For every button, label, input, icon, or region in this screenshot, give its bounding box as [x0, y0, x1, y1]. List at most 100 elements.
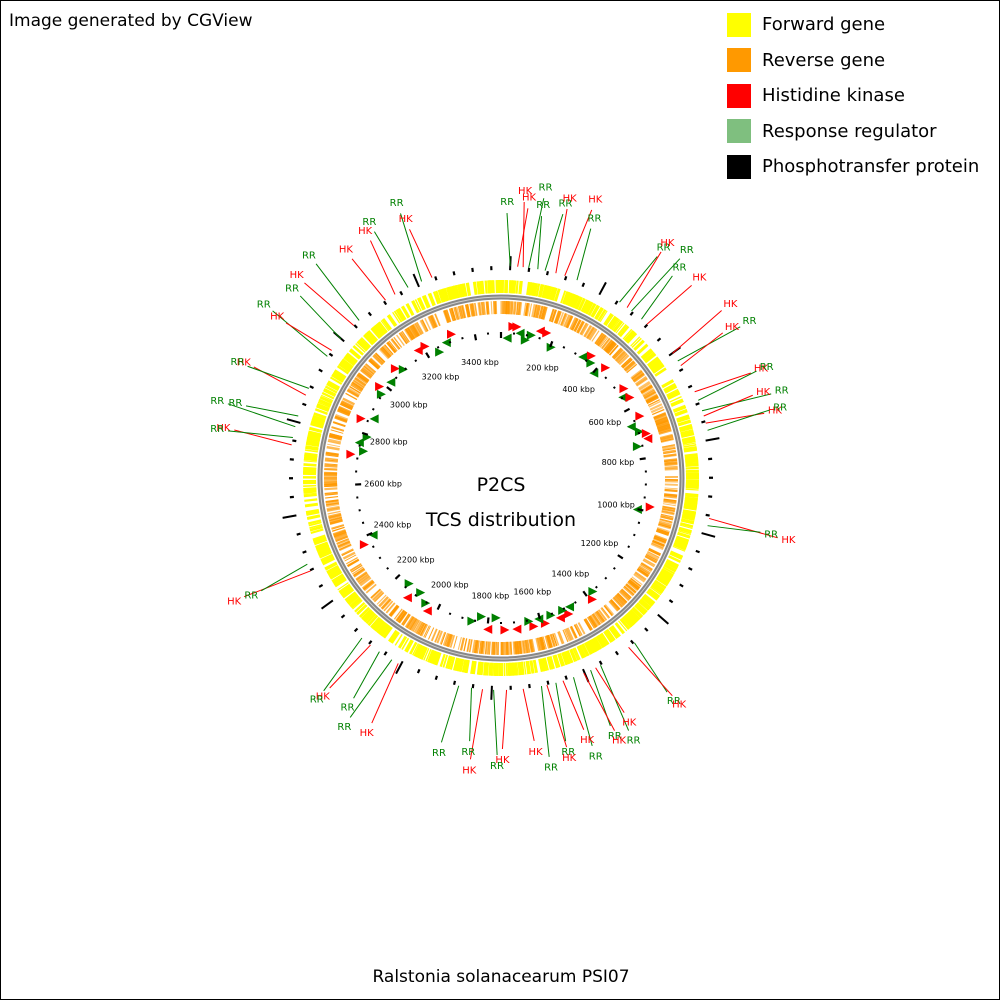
forward-gene-mark	[552, 655, 558, 669]
scale-label: 1800 kbp	[472, 592, 510, 601]
tcs-marker	[447, 329, 457, 339]
reverse-gene-mark	[460, 637, 466, 651]
forward-gene-mark	[423, 294, 431, 308]
forward-gene-mark	[401, 305, 411, 318]
reverse-gene-mark	[324, 464, 338, 467]
forward-gene-mark	[303, 467, 317, 471]
forward-gene-mark	[682, 510, 696, 516]
forward-gene-mark	[647, 589, 659, 599]
forward-gene-mark	[327, 381, 340, 390]
forward-gene-mark	[678, 530, 691, 536]
forward-gene-mark	[476, 661, 481, 675]
reverse-gene-mark	[345, 392, 358, 401]
forward-gene-mark	[594, 307, 604, 320]
forward-gene-mark	[367, 614, 378, 626]
forward-gene-mark	[539, 284, 544, 298]
reverse-gene-mark	[624, 361, 637, 372]
hk-label: HK	[270, 312, 285, 323]
reverse-gene-mark	[651, 540, 665, 548]
forward-gene-mark	[360, 608, 372, 620]
forward-gene-mark	[647, 588, 660, 599]
leader-line	[703, 394, 753, 417]
reverse-gene-mark	[449, 308, 455, 322]
tcs-marker	[589, 368, 599, 378]
forward-gene-mark	[615, 622, 626, 634]
forward-gene-mark	[428, 650, 436, 664]
scale-label: 400 kbp	[562, 385, 595, 394]
forward-gene-mark	[336, 365, 349, 375]
forward-gene-mark	[677, 531, 691, 539]
reverse-gene-mark	[412, 323, 422, 336]
leader-line	[619, 256, 658, 303]
reverse-gene-mark	[509, 301, 513, 315]
tcs-marker	[526, 330, 536, 340]
forward-gene-mark	[373, 325, 383, 337]
forward-gene-mark	[313, 412, 327, 420]
reverse-gene-mark	[414, 322, 422, 335]
forward-gene-mark	[350, 598, 363, 609]
outer-tick	[286, 418, 301, 424]
reverse-gene-mark	[566, 315, 574, 329]
reverse-gene-mark	[413, 620, 422, 633]
generator-credit: Image generated by CGView	[9, 11, 253, 31]
reverse-gene-mark	[478, 302, 483, 316]
forward-gene-mark	[305, 445, 319, 450]
hk-label: HK	[672, 699, 687, 710]
reverse-gene-mark	[506, 301, 510, 315]
reverse-gene-mark	[552, 309, 558, 323]
forward-gene-mark	[374, 619, 384, 632]
forward-gene-mark	[678, 421, 692, 427]
forward-gene-mark	[313, 538, 327, 545]
reverse-gene-mark	[468, 639, 473, 653]
forward-gene-mark	[348, 349, 361, 360]
reverse-gene-mark	[356, 374, 368, 384]
reverse-gene-mark	[528, 639, 533, 653]
reverse-gene-mark	[427, 627, 435, 640]
forward-gene-mark	[529, 660, 534, 674]
reverse-gene-mark	[439, 631, 446, 645]
forward-gene-mark	[543, 285, 549, 299]
leader-line	[562, 680, 585, 730]
reverse-gene-mark	[361, 367, 374, 378]
forward-gene-mark	[337, 582, 349, 591]
forward-gene-mark	[344, 591, 357, 602]
reverse-gene-mark	[604, 604, 615, 616]
reverse-gene-mark	[512, 301, 516, 315]
reverse-gene-mark	[549, 634, 555, 648]
scale-tick	[633, 533, 636, 537]
forward-gene-mark	[487, 280, 492, 294]
tcs-marker	[558, 605, 568, 615]
leader-line	[371, 663, 399, 724]
leader-line	[260, 563, 308, 592]
reverse-gene-mark	[591, 613, 602, 626]
outer-tick	[563, 275, 568, 281]
forward-gene-mark	[331, 374, 344, 383]
reverse-gene-mark	[420, 319, 428, 332]
reverse-gene-mark	[435, 313, 441, 326]
histidine-kinase-swatch	[727, 83, 751, 108]
reverse-gene-mark	[375, 352, 386, 363]
gene-tracks	[302, 279, 700, 677]
forward-gene-mark	[356, 604, 368, 615]
reverse-gene-mark	[658, 427, 672, 434]
leader-line	[631, 258, 681, 312]
rr-label: RR	[341, 702, 355, 713]
forward-gene-mark	[580, 643, 589, 657]
reverse-gene-mark	[325, 457, 339, 460]
scale-label: 1200 kbp	[581, 539, 619, 548]
reverse-gene-mark	[478, 640, 482, 654]
reverse-gene-mark	[354, 377, 367, 387]
reverse-gene-mark	[348, 387, 361, 395]
tcs-marker	[375, 382, 385, 392]
forward-gene-mark	[319, 551, 332, 558]
leader-line	[595, 667, 625, 713]
reverse-gene-mark	[639, 382, 651, 391]
rr-label: RR	[588, 213, 602, 224]
reverse-gene-mark	[650, 405, 664, 414]
forward-gene-mark	[311, 418, 325, 425]
forward-gene-mark	[346, 353, 358, 363]
scale-tick	[394, 376, 398, 380]
reverse-gene-mark	[583, 324, 592, 338]
forward-gene-mark	[404, 639, 412, 652]
